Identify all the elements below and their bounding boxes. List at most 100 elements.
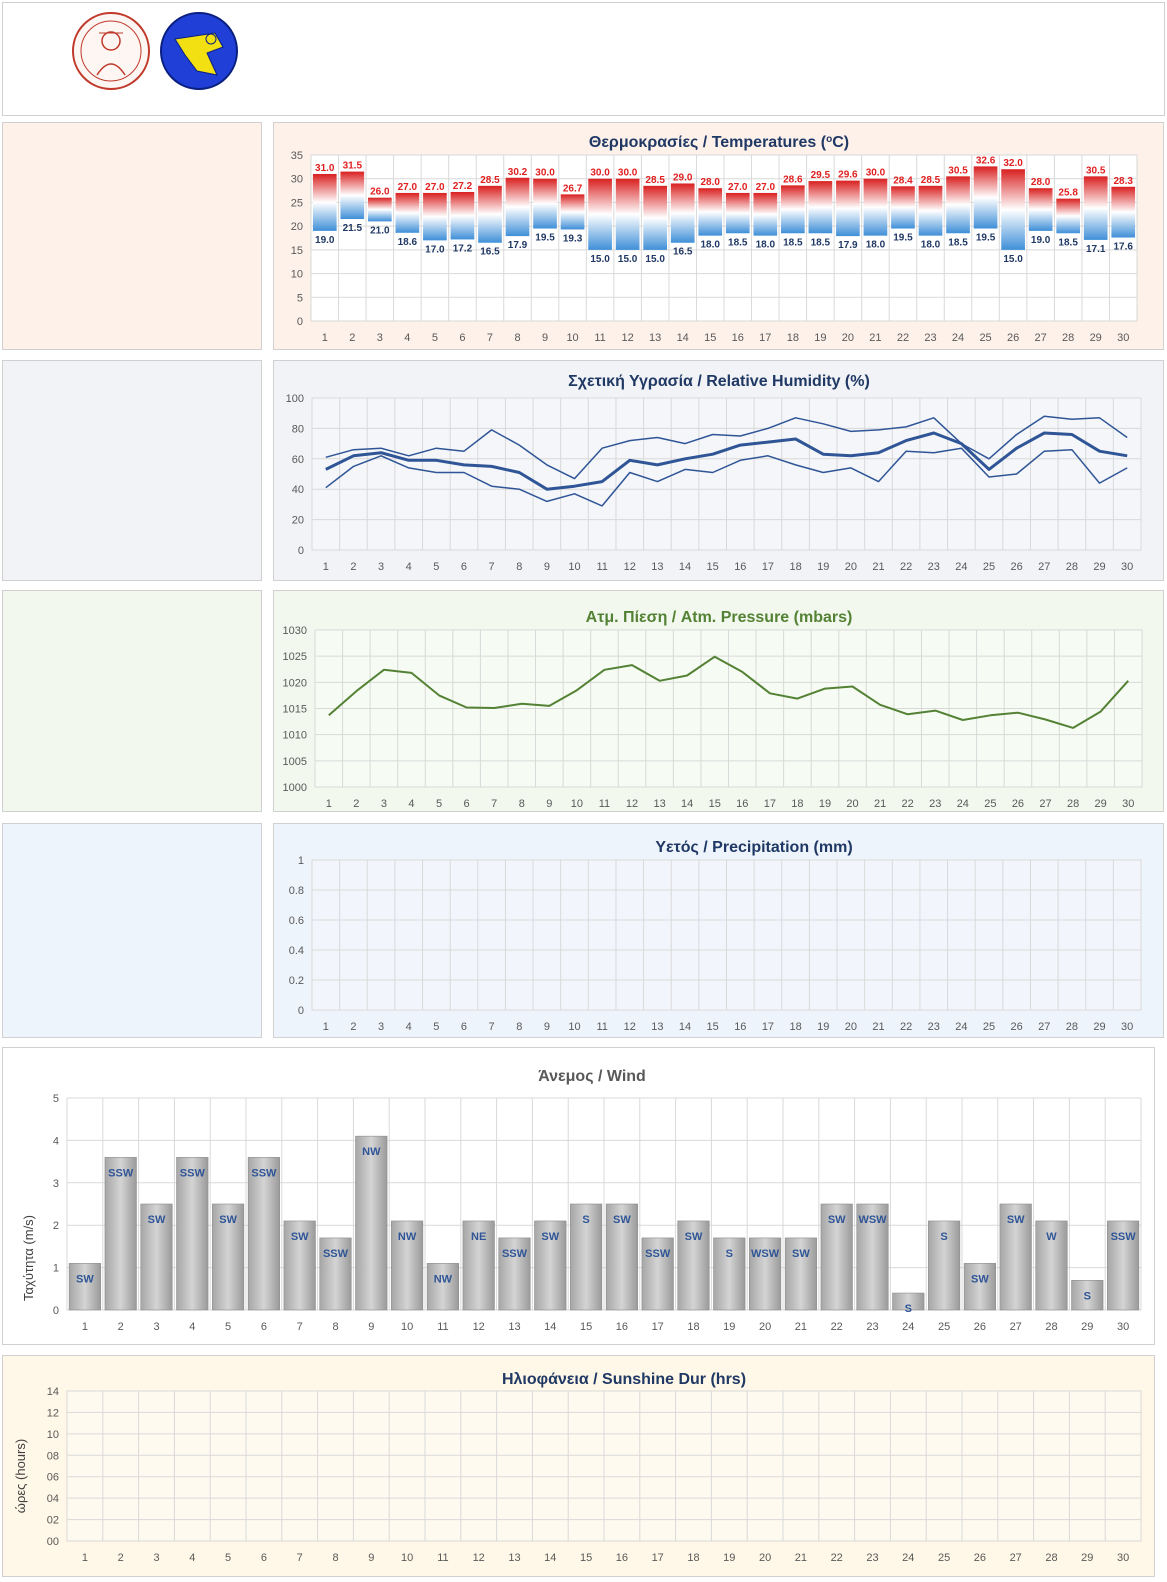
y-tick-label: 15 [291, 245, 303, 257]
wind-direction-label: SW [219, 1214, 237, 1226]
x-tick-label: 6 [461, 1021, 467, 1033]
x-tick-label: 10 [401, 1552, 413, 1564]
temperature-high-label: 31.0 [315, 163, 335, 174]
y-tick-label: 0.4 [289, 945, 304, 957]
temperature-high-label: 28.5 [645, 175, 665, 186]
temperature-range-bar [836, 180, 860, 237]
wind-speed-bar [1035, 1220, 1068, 1311]
temperature-low-label: 18.0 [866, 240, 886, 251]
x-tick-label: 28 [1062, 332, 1074, 344]
x-tick-label: 9 [368, 1552, 374, 1564]
x-tick-label: 19 [814, 332, 826, 344]
x-tick-label: 25 [938, 1321, 950, 1333]
x-tick-label: 13 [508, 1321, 520, 1333]
x-tick-label: 14 [679, 1021, 691, 1033]
wind-direction-label: NE [471, 1231, 486, 1243]
y-tick-label: 04 [47, 1493, 59, 1505]
x-tick-label: 14 [681, 798, 693, 810]
x-tick-label: 12 [473, 1321, 485, 1333]
y-tick-label: 5 [53, 1093, 59, 1105]
temperature-chart: Θερμοκρασίες / Temperatures (oC) 0510152… [291, 134, 1138, 344]
wind-direction-label: SSW [1111, 1231, 1137, 1243]
temperature-range-bar [423, 192, 447, 241]
wind-speed-bar [283, 1220, 316, 1311]
x-tick-label: 1 [82, 1321, 88, 1333]
wind-direction-label: SW [828, 1214, 846, 1226]
temperature-range-bar [367, 197, 392, 222]
temperature-low-label: 19.3 [563, 233, 583, 244]
wind-speed-bar [212, 1203, 245, 1311]
x-tick-label: 27 [1038, 1021, 1050, 1033]
y-tick-label: 5 [297, 292, 303, 304]
wind-speed-bar [928, 1220, 961, 1311]
temperature-low-label: 19.5 [893, 233, 913, 244]
temperature-range-bar [670, 183, 695, 243]
x-tick-label: 19 [819, 798, 831, 810]
temperature-range-bar [946, 176, 970, 234]
temperature-low-label: 17.9 [838, 240, 858, 251]
x-tick-label: 24 [957, 798, 969, 810]
x-tick-label: 29 [1090, 332, 1102, 344]
wind-speed-bar [426, 1263, 459, 1311]
x-tick-label: 8 [514, 332, 520, 344]
x-tick-label: 12 [624, 1021, 636, 1033]
temperature-high-label: 30.0 [618, 168, 638, 179]
y-tick-label: 14 [47, 1386, 59, 1398]
temperature-range-bar [1111, 186, 1136, 238]
temperature-range-bar [1028, 188, 1053, 231]
temperature-low-label: 18.0 [700, 240, 720, 251]
x-tick-label: 11 [596, 1021, 607, 1033]
sunshine-ylabel: ώρες (hours) [13, 1439, 28, 1513]
x-tick-label: 24 [955, 561, 967, 573]
y-tick-label: 0 [298, 545, 304, 557]
temperature-low-label: 19.0 [1031, 235, 1051, 246]
temperature-low-label: 18.5 [811, 237, 831, 248]
x-tick-label: 30 [1117, 1552, 1129, 1564]
x-tick-label: 28 [1066, 1021, 1078, 1033]
x-tick-label: 22 [900, 561, 912, 573]
y-tick-label: 1000 [283, 782, 307, 794]
y-tick-label: 08 [47, 1450, 59, 1462]
x-tick-label: 8 [332, 1552, 338, 1564]
x-tick-label: 21 [869, 332, 881, 344]
x-tick-label: 16 [736, 798, 748, 810]
temperature-high-label: 27.0 [756, 182, 776, 193]
x-tick-label: 3 [378, 561, 384, 573]
wind-direction-label: S [582, 1214, 589, 1226]
temperature-range-bar [615, 178, 640, 250]
x-tick-label: 1 [323, 561, 329, 573]
x-tick-label: 13 [649, 332, 661, 344]
y-tick-label: 4 [53, 1135, 59, 1147]
x-tick-label: 11 [594, 332, 605, 344]
temperature-range-bar [780, 185, 805, 234]
temperature-high-label: 29.6 [838, 170, 858, 181]
x-tick-label: 11 [437, 1321, 448, 1333]
wind-direction-label: WSW [858, 1214, 887, 1226]
x-tick-label: 18 [789, 1021, 801, 1033]
temperature-low-label: 17.6 [1113, 242, 1133, 253]
humidity-title: Σχετική Υγρασία / Relative Humidity (%) [568, 373, 870, 390]
x-tick-label: 10 [401, 1321, 413, 1333]
x-tick-label: 22 [897, 332, 909, 344]
x-tick-label: 16 [734, 561, 746, 573]
y-tick-label: 0.6 [289, 915, 304, 927]
wind-direction-label: NW [434, 1273, 453, 1285]
x-tick-label: 29 [1095, 798, 1107, 810]
temperature-range-bar [863, 178, 888, 236]
temperature-high-label: 32.6 [976, 155, 996, 166]
x-tick-label: 12 [622, 332, 634, 344]
x-tick-label: 20 [845, 561, 857, 573]
wind-direction-label: SW [792, 1248, 810, 1260]
x-tick-label: 21 [872, 1021, 884, 1033]
side-box-temperature [2, 122, 262, 350]
temperature-high-label: 31.5 [343, 161, 363, 172]
x-tick-label: 9 [544, 561, 550, 573]
x-tick-label: 4 [406, 561, 412, 573]
x-tick-label: 23 [928, 1021, 940, 1033]
x-tick-label: 25 [983, 561, 995, 573]
x-tick-label: 3 [153, 1321, 159, 1333]
x-tick-label: 3 [153, 1552, 159, 1564]
y-tick-label: 1010 [283, 730, 307, 742]
y-tick-label: 25 [291, 197, 303, 209]
